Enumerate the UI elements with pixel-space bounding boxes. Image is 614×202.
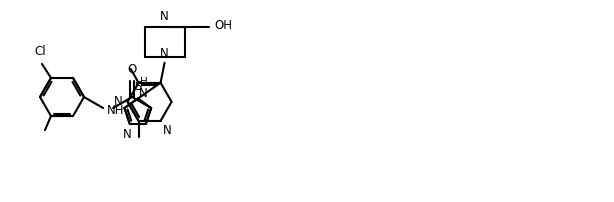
Text: N: N (114, 95, 123, 108)
Text: H: H (139, 77, 147, 87)
Text: N: N (160, 10, 169, 23)
Text: Cl: Cl (34, 45, 46, 58)
Text: N: N (160, 47, 169, 60)
Text: NH: NH (107, 103, 125, 117)
Text: N: N (163, 124, 171, 137)
Text: O: O (128, 63, 137, 76)
Text: OH: OH (214, 19, 233, 32)
Text: S: S (134, 80, 142, 93)
Text: N: N (139, 87, 148, 100)
Text: N: N (123, 128, 132, 141)
